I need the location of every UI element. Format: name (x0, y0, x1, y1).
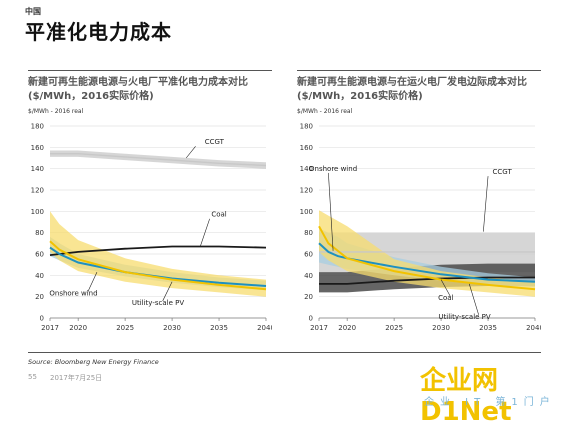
y-tick-label: 100 (300, 208, 313, 216)
range-band-utility-scale-pv (50, 211, 266, 297)
series-label: Utility-scale PV (132, 299, 184, 307)
series-label: CCGT (205, 138, 225, 146)
annotation-leader (199, 218, 210, 247)
series-line-utility-scale-pv (318, 225, 536, 291)
page-number: 55 (28, 373, 37, 381)
y-tick-label: 120 (300, 187, 313, 195)
y-tick-label: 120 (31, 187, 44, 195)
annotation-leader (162, 281, 173, 302)
x-tick-label: 2035 (479, 324, 497, 332)
y-tick-label: 20 (35, 293, 44, 301)
series-line-coal (49, 245, 267, 256)
x-tick-label: 2025 (116, 324, 134, 332)
annotation-leader (468, 283, 479, 315)
y-tick-label: 0 (40, 315, 44, 323)
chart-title-line2: ($/MWh，2016实际价格) (297, 91, 423, 102)
series-label: Coal (438, 294, 453, 302)
page-title: 平准化电力成本 (25, 20, 172, 44)
y-tick-label: 60 (35, 251, 44, 259)
series-line-onshore-wind (318, 242, 536, 283)
chart-title: 新建可再生能源电源与在运火电厂发电边际成本对比 ($/MWh，2016实际价格) (297, 76, 527, 104)
y-tick-label: 140 (300, 165, 313, 173)
source-note: Source: Bloomberg New Energy Finance (28, 358, 159, 366)
range-band-onshore-wind (319, 228, 535, 288)
x-tick-label: 2017 (310, 324, 328, 332)
x-tick-label: 2035 (210, 324, 228, 332)
series-label: Onshore wind (49, 290, 97, 298)
y-tick-label: 40 (35, 272, 44, 280)
source-rule (28, 352, 541, 353)
y-tick-label: 100 (31, 208, 44, 216)
footer-date: 2017年7月25日 (50, 374, 103, 382)
x-tick-label: 2020 (69, 324, 87, 332)
y-tick-label: 160 (300, 144, 313, 152)
y-tick-label: 80 (304, 229, 313, 237)
series-line-utility-scale-pv (49, 240, 267, 291)
y-unit-label: $/MWh - 2016 real (28, 108, 84, 115)
chart-top-rule (297, 70, 541, 71)
y-tick-label: 180 (31, 123, 44, 131)
chart-title-line1: 新建可再生能源电源与在运火电厂发电边际成本对比 (297, 77, 527, 88)
y-tick-label: 180 (300, 123, 313, 131)
x-tick-label: 2025 (385, 324, 403, 332)
series-label: Onshore wind (309, 165, 357, 173)
watermark-tagline: 企业 IT 第1门户 (424, 397, 556, 408)
series-line-coal (319, 276, 535, 285)
y-tick-label: 20 (304, 293, 313, 301)
series-label: Utility-scale PV (438, 313, 490, 321)
annotation-leader (440, 279, 451, 297)
annotation-leader (87, 272, 98, 293)
annotation-leader (185, 146, 196, 159)
annotation-leader (483, 176, 489, 232)
series-label: CCGT (493, 168, 513, 176)
range-band-utility-scale-pv (319, 210, 535, 297)
x-tick-label: 2030 (432, 324, 450, 332)
country-label: 中国 (25, 7, 41, 16)
x-tick-label: 2020 (338, 324, 356, 332)
chart-title-line2: ($/MWh，2016实际价格) (28, 91, 154, 102)
y-tick-label: 140 (31, 165, 44, 173)
series-label: Coal (211, 211, 226, 219)
y-tick-label: 0 (309, 315, 313, 323)
x-tick-label: 2017 (41, 324, 59, 332)
y-tick-label: 80 (35, 229, 44, 237)
y-tick-label: 40 (304, 272, 313, 280)
y-tick-label: 160 (31, 144, 44, 152)
y-unit-label: $/MWh - 2016 real (297, 108, 353, 115)
chart-top-rule (28, 70, 272, 71)
y-tick-label: 60 (304, 251, 313, 259)
chart-title: 新建可再生能源电源与火电厂平准化电力成本对比 ($/MWh，2016实际价格) (28, 76, 248, 104)
annotation-leader (328, 172, 334, 251)
x-tick-label: 2030 (163, 324, 181, 332)
chart-title-line1: 新建可再生能源电源与火电厂平准化电力成本对比 (28, 77, 248, 88)
series-line-ccgt (50, 153, 267, 167)
